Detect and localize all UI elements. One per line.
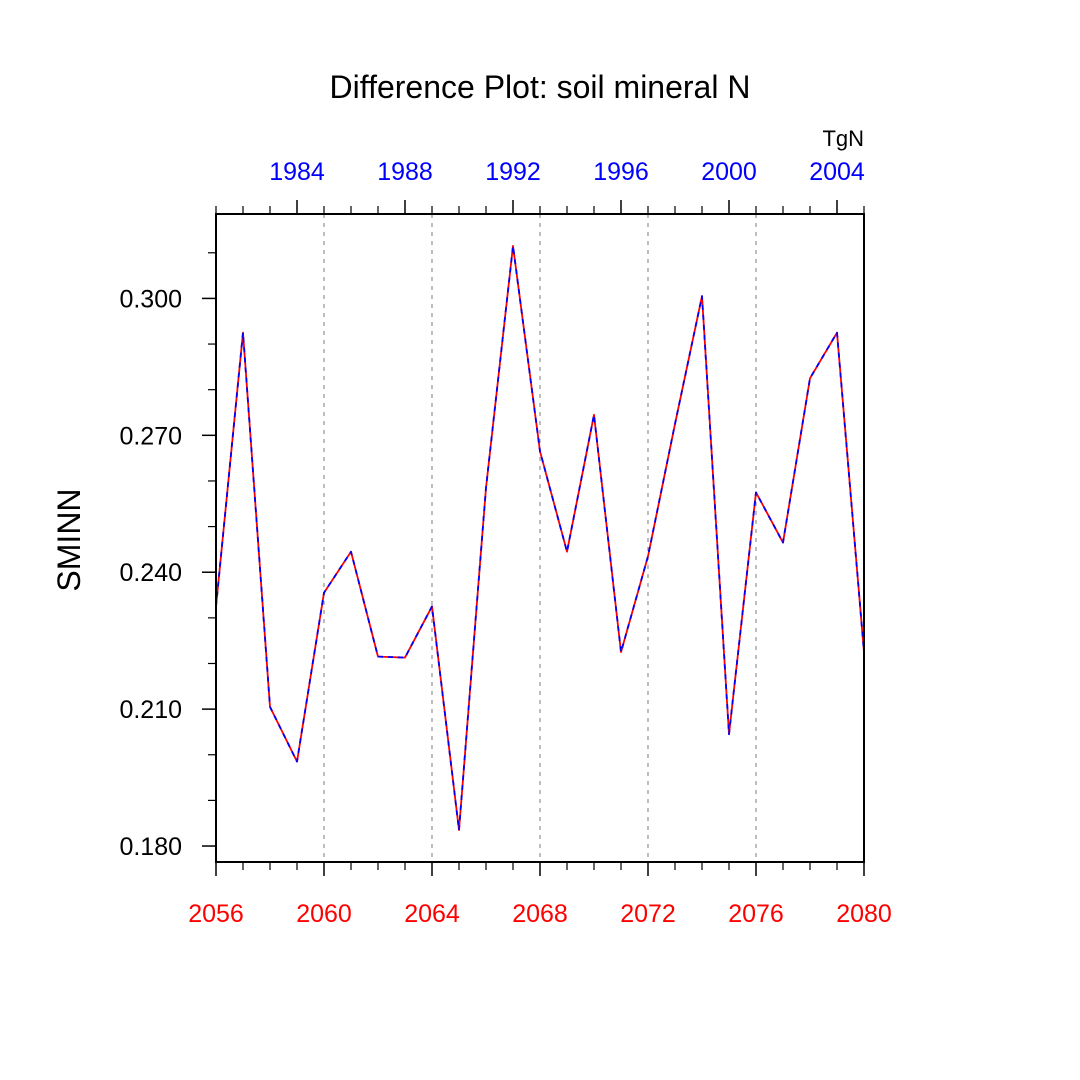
axis-ticks [202,200,865,876]
y-tick-label: 0.300 [119,285,182,313]
series-line-2 [215,245,865,831]
top-tick-label: 1988 [377,158,433,186]
x-tick-label: 2076 [728,900,784,928]
tick-labels: 0.180 0.210 0.240 0.270 0.300 2056 2060 2064 206… [119,158,891,928]
x-tick-label: 2068 [512,900,568,928]
y-tick-label: 0.210 [119,696,182,724]
top-tick-label: 2000 [701,158,757,186]
top-tick-label: 1996 [593,158,649,186]
chart-title: Difference Plot: soil mineral N [330,69,751,105]
y-tick-label: 0.270 [119,422,182,450]
top-tick-label: 1984 [269,158,325,186]
x-tick-label: 2072 [620,900,676,928]
x-tick-label: 2056 [188,900,244,928]
y-axis-title: SMINN [51,488,87,591]
x-tick-label: 2064 [404,900,460,928]
y-tick-label: 0.180 [119,833,182,861]
y-tick-label: 0.240 [119,559,182,587]
top-tick-label: 1992 [485,158,541,186]
top-tick-label: 2004 [809,158,865,186]
units-label: TgN [822,126,864,151]
x-tick-label: 2080 [836,900,892,928]
x-tick-label: 2060 [296,900,352,928]
gridlines [323,214,757,862]
series-lines [215,245,865,831]
